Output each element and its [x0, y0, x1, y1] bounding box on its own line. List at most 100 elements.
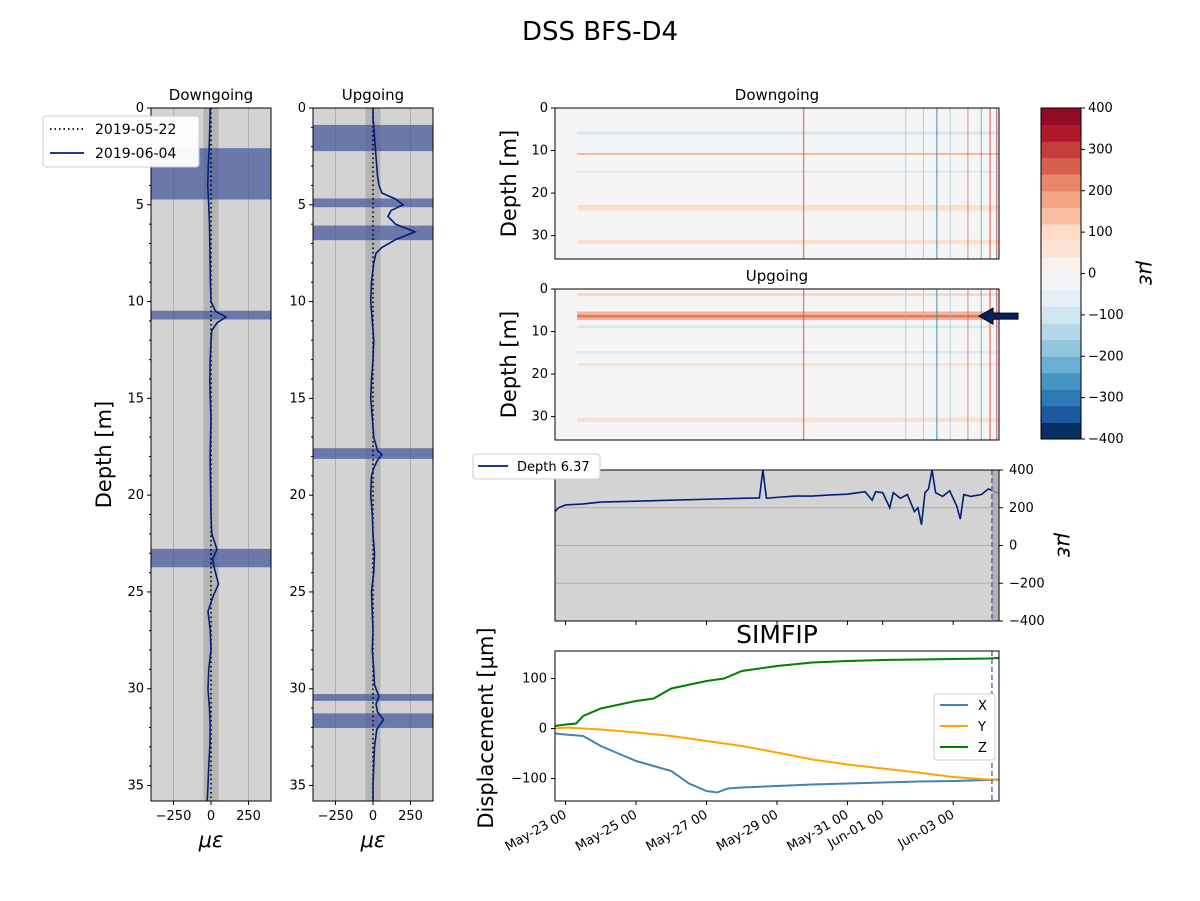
legend-label: Y	[977, 720, 986, 735]
y-tick-label: −200	[1009, 576, 1045, 591]
timeseries-chart-depth: 400 200 0 −200 −400 με Depth 6.37	[472, 453, 1077, 629]
colorbar-segment	[1041, 141, 1081, 159]
y-axis-label: Depth [m]	[497, 130, 521, 237]
y-axis-label: Depth [m]	[92, 401, 116, 508]
legend-frame	[472, 453, 601, 480]
colorbar: 400 300 200 100 0 −100 −200 −300 −400 με	[1040, 101, 1159, 447]
colorbar-segment	[1041, 339, 1081, 357]
profile-chart-upgoing: 0 5 10 15 20 25 30 35 −250 0 250 Upgoing με	[289, 86, 434, 852]
y-tick-label: 100	[522, 672, 547, 687]
series-group	[555, 470, 999, 621]
highlight-band	[312, 124, 434, 152]
legend-label: Z	[978, 741, 987, 756]
y-tick-label: 35	[127, 779, 144, 794]
y-tick-label: 20	[289, 488, 306, 503]
colorbar-tick-label: −400	[1088, 432, 1124, 447]
heatmap-chart-downgoing: 0 10 20 30 Downgoing Depth [m]	[497, 86, 1000, 260]
x-tick-label: May-23 00	[503, 807, 570, 854]
x-tick-label: May-25 00	[573, 807, 640, 854]
heatmap-stripe	[577, 293, 999, 296]
y-tick-label: 400	[1009, 463, 1034, 478]
x-axis-label: με	[360, 828, 386, 852]
y-tick-label: 20	[531, 367, 548, 382]
x-tick-label: 250	[398, 809, 423, 824]
heatmap-chart-upgoing: 0 10 20 30 Upgoing Depth [m]	[497, 267, 1019, 441]
colorbar-segment	[1041, 108, 1081, 126]
colorbar-segment	[1041, 372, 1081, 390]
y-tick-label: 25	[289, 585, 306, 600]
depth-arrow-icon	[977, 307, 1019, 325]
y-tick-label: 5	[298, 198, 306, 213]
plot-frame	[554, 107, 1000, 260]
y-tick-label: 0	[540, 101, 548, 116]
panel-title: Downgoing	[169, 86, 253, 104]
y-tick-label: 20	[531, 186, 548, 201]
series-line-Y	[555, 726, 999, 781]
x-tick-label: May-27 00	[644, 807, 711, 854]
y-tick-label: 0	[136, 101, 144, 116]
panel-title: Downgoing	[735, 86, 819, 104]
heatmap-stripe	[577, 204, 999, 211]
legend: Depth 6.37	[472, 453, 601, 480]
colorbar-segment	[1041, 124, 1081, 142]
x-axis-label: με	[198, 828, 224, 852]
colorbar-segment	[1041, 356, 1081, 374]
colorbar-segment	[1041, 207, 1081, 225]
series-group	[206, 108, 228, 801]
heatmap-stripe	[577, 325, 999, 329]
y-tick-label: 30	[531, 410, 548, 425]
y-tick-label: 35	[289, 779, 306, 794]
profile-chart-downgoing: 0 5 10 15 20 25 30 35 −250 0 250 Downgoing με Depth […	[42, 86, 272, 852]
heatmap-stripe	[577, 351, 999, 355]
y-tick-label: 0	[539, 722, 547, 737]
series-group	[369, 108, 418, 801]
x-tick-label: −250	[318, 809, 354, 824]
y-tick-label: 15	[289, 391, 306, 406]
colorbar-segment	[1041, 256, 1081, 274]
colorbar-segment	[1041, 174, 1081, 192]
highlight-band	[312, 225, 434, 241]
legend-label: 2019-05-22	[95, 122, 176, 138]
y-tick-label: 0	[298, 101, 306, 116]
colorbar-segment	[1041, 290, 1081, 308]
y-tick-label: 10	[127, 295, 144, 310]
colorbar-segment	[1041, 306, 1081, 324]
colorbar-segment	[1041, 323, 1081, 341]
y-axis-label: με	[1053, 532, 1077, 558]
colorbar-tick-label: 100	[1088, 225, 1113, 240]
series-group	[555, 651, 999, 801]
panel-title: Upgoing	[342, 86, 404, 104]
colorbar-tick-label: 400	[1088, 101, 1113, 116]
y-tick-label: 30	[127, 682, 144, 697]
colorbar-tick-label: −200	[1088, 349, 1124, 364]
legend: XYZ	[933, 693, 996, 761]
colorbar-segment	[1041, 389, 1081, 407]
y-axis-label: Displacement [μm]	[474, 627, 498, 828]
y-tick-label: 5	[136, 198, 144, 213]
series-line-depth	[555, 470, 999, 525]
x-tick-label: 0	[207, 809, 215, 824]
heatmap-stripe	[577, 153, 999, 155]
y-tick-label: −400	[1009, 614, 1045, 629]
plot-frame	[554, 288, 1000, 441]
series-line-2019-06-04	[206, 108, 228, 801]
x-tick-label: Jun-03 00	[895, 807, 957, 852]
colorbar-segment	[1041, 157, 1081, 175]
series-line-2019-06-04	[369, 108, 418, 801]
y-tick-label: 10	[531, 325, 548, 340]
colorbar-tick-label: 300	[1088, 142, 1113, 157]
x-tick-label: 0	[369, 809, 377, 824]
y-tick-label: 30	[289, 682, 306, 697]
colorbar-segment	[1041, 422, 1081, 440]
heatmap-background	[555, 108, 999, 259]
y-axis-label: Depth [m]	[497, 311, 521, 418]
latest-band	[991, 470, 999, 621]
legend: 2019-05-22 2019-06-04	[42, 115, 200, 168]
legend-label: 2019-06-04	[95, 146, 176, 162]
y-tick-label: 15	[127, 391, 144, 406]
colorbar-tick-label: 0	[1088, 267, 1096, 282]
heatmap-stripe	[577, 314, 999, 318]
panel-title: SIMFIP	[736, 620, 818, 649]
highlight-band	[312, 694, 434, 701]
